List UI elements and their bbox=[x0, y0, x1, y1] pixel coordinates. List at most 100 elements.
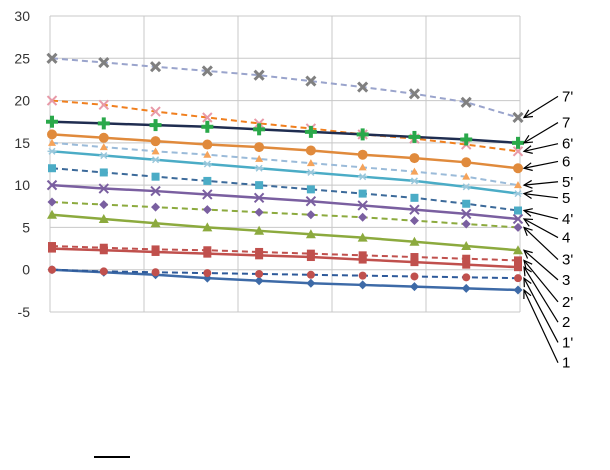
data-point bbox=[514, 190, 522, 198]
callout-label: 4' bbox=[562, 211, 573, 228]
series-line bbox=[51, 201, 519, 229]
data-point bbox=[306, 210, 316, 220]
callout-label: 5 bbox=[562, 190, 570, 207]
data-point bbox=[305, 145, 316, 156]
data-point bbox=[255, 269, 264, 278]
data-point bbox=[513, 285, 523, 295]
data-point bbox=[306, 270, 315, 279]
data-point bbox=[151, 268, 160, 277]
data-point bbox=[202, 205, 212, 215]
data-point bbox=[99, 267, 108, 276]
callout-label: 6 bbox=[562, 153, 570, 170]
callout-arrowhead bbox=[522, 162, 533, 172]
data-point bbox=[461, 208, 472, 220]
data-point bbox=[462, 273, 471, 282]
data-point bbox=[201, 65, 213, 77]
y-tick-label: 30 bbox=[14, 8, 30, 24]
data-point bbox=[461, 241, 472, 251]
data-point bbox=[150, 106, 161, 117]
data-point bbox=[48, 242, 56, 251]
data-point bbox=[254, 276, 264, 286]
callout-arrowhead bbox=[522, 208, 533, 217]
callout-arrowhead bbox=[523, 259, 533, 270]
callout-arrow bbox=[523, 226, 559, 261]
callout-arrowhead bbox=[522, 179, 533, 189]
callout-arrow bbox=[523, 143, 559, 152]
series-line bbox=[51, 247, 519, 269]
data-point bbox=[202, 189, 213, 200]
callout-arrow bbox=[523, 95, 559, 118]
callout-arrow bbox=[523, 289, 559, 363]
callout-arrowhead bbox=[523, 276, 532, 288]
data-point bbox=[202, 222, 213, 232]
data-point bbox=[306, 185, 315, 194]
data-point bbox=[512, 111, 524, 124]
data-point bbox=[410, 193, 419, 202]
data-point bbox=[409, 236, 420, 246]
data-point bbox=[409, 204, 420, 215]
data-point bbox=[203, 246, 212, 255]
data-point bbox=[254, 207, 264, 217]
data-point bbox=[410, 253, 419, 262]
data-point bbox=[358, 163, 367, 171]
y-tick-label: 10 bbox=[14, 177, 30, 193]
y-tick-label: 0 bbox=[22, 262, 30, 278]
data-point bbox=[514, 206, 522, 215]
callout-arrow bbox=[523, 218, 559, 239]
callout-arrowhead bbox=[522, 226, 533, 237]
data-point bbox=[253, 69, 265, 81]
data-point bbox=[255, 247, 264, 256]
data-point bbox=[408, 88, 421, 100]
data-point bbox=[513, 245, 523, 255]
callout-arrow bbox=[523, 160, 559, 169]
data-point bbox=[512, 146, 524, 157]
series-line bbox=[51, 213, 519, 252]
data-point bbox=[409, 216, 419, 226]
data-point bbox=[306, 278, 316, 288]
callout-label: 1' bbox=[562, 334, 573, 351]
data-point bbox=[461, 219, 471, 229]
data-point bbox=[461, 283, 471, 293]
data-point bbox=[462, 254, 471, 263]
series-line bbox=[51, 133, 519, 170]
data-point bbox=[514, 181, 522, 189]
data-point bbox=[357, 149, 368, 160]
callout-label: 3' bbox=[562, 252, 573, 269]
data-point bbox=[203, 150, 212, 158]
y-tick-label: 5 bbox=[22, 219, 30, 235]
data-point bbox=[48, 147, 56, 155]
callout-arrowhead bbox=[523, 288, 532, 300]
data-point bbox=[358, 212, 368, 222]
data-point bbox=[305, 75, 317, 87]
data-point bbox=[99, 168, 108, 177]
callout-arrowhead bbox=[522, 218, 534, 227]
callout-arrowhead bbox=[522, 135, 534, 144]
callout-arrow bbox=[523, 209, 559, 220]
data-point bbox=[306, 249, 315, 258]
data-point bbox=[46, 95, 58, 106]
callout-arrowhead bbox=[522, 109, 534, 119]
data-point bbox=[358, 251, 367, 260]
data-point bbox=[461, 157, 472, 168]
data-point bbox=[305, 229, 316, 239]
data-point bbox=[460, 96, 472, 108]
data-point bbox=[46, 179, 58, 191]
data-point bbox=[150, 218, 161, 228]
data-point bbox=[254, 225, 265, 235]
data-point bbox=[512, 213, 524, 225]
callout-label: 7' bbox=[562, 88, 573, 105]
data-point bbox=[100, 152, 108, 160]
data-point bbox=[203, 160, 211, 168]
callout-arrowhead bbox=[522, 190, 533, 199]
series-line bbox=[51, 150, 519, 195]
data-point bbox=[48, 138, 56, 146]
data-point bbox=[357, 200, 368, 211]
data-point bbox=[514, 256, 522, 265]
data-point bbox=[255, 181, 264, 190]
series-line bbox=[51, 120, 519, 145]
data-point bbox=[99, 143, 108, 151]
series-line bbox=[51, 57, 519, 119]
callout-label: 6' bbox=[562, 136, 573, 153]
data-point bbox=[255, 164, 263, 172]
